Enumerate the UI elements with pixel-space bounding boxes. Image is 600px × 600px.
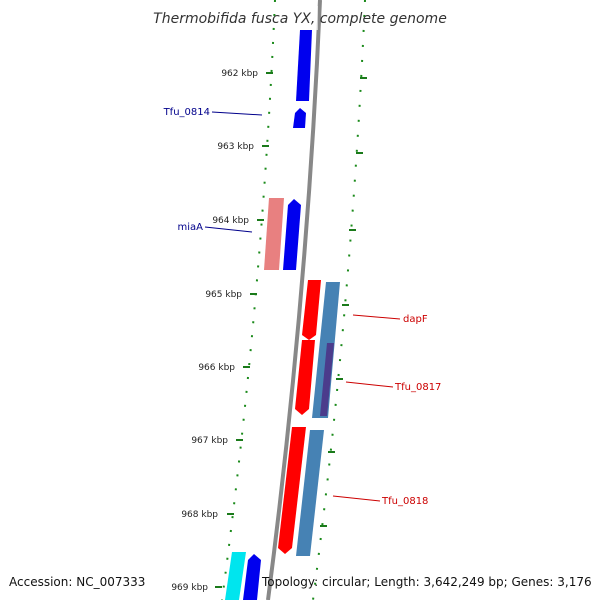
gene-feature-top-blue[interactable] [296,30,312,101]
tick-label: 962 kbp [221,69,258,79]
gene-feature-tfu-0814[interactable] [293,108,306,128]
gene-feature-tfu-0817[interactable] [295,340,315,415]
outer-dotted-track [221,0,276,600]
accession-text: Accession: NC_007333 [9,575,146,589]
purple-feature[interactable] [320,343,334,416]
steel-blue-features[interactable] [296,282,340,556]
tick-label: 969 kbp [171,583,208,593]
tick-label: 964 kbp [212,216,249,226]
gene-label-tfu-0814[interactable]: Tfu_0814 [163,107,210,118]
gene-label-mia-a[interactable]: miaA [178,222,204,233]
tick-labels: 962 kbp 963 kbp 964 kbp 965 kbp 966 kbp … [171,69,258,593]
gene-label-tfu-0817[interactable]: Tfu_0817 [394,382,441,393]
cyan-feature[interactable] [225,552,246,600]
gene-feature-mia-a-adjacent[interactable] [283,199,301,270]
tick-label: 967 kbp [191,436,228,446]
steel-feature-upper[interactable] [312,282,340,418]
tick-label: 966 kbp [198,363,235,373]
gene-feature-mia-a[interactable] [264,198,284,270]
gene-feature-bottom-blue[interactable] [243,554,261,600]
gene-label-tfu-0818[interactable]: Tfu_0818 [381,496,428,507]
tick-label: 968 kbp [181,510,218,520]
reverse-strand-features[interactable] [278,280,321,554]
tick-label: 963 kbp [217,142,254,152]
forward-strand-features[interactable] [243,30,312,600]
gene-label-dap-f[interactable]: dapF [403,314,428,325]
topology-text: Topology: circular; Length: 3,642,249 bp… [262,575,592,589]
gene-feature-tfu-0818[interactable] [278,427,306,554]
map-title: Thermobifida fusca YX, complete genome [153,11,447,27]
right-dotted-track [312,0,366,600]
gene-feature-dap-f[interactable] [302,280,321,340]
tick-label: 965 kbp [205,290,242,300]
tick-marks [215,72,367,588]
steel-feature-lower[interactable] [296,430,324,556]
genome-backbone [266,0,322,600]
label-leaders [204,111,401,502]
title-background [298,6,318,30]
gene-labels: Tfu_0814 miaA dapF Tfu_0817 Tfu_0818 [163,107,442,507]
